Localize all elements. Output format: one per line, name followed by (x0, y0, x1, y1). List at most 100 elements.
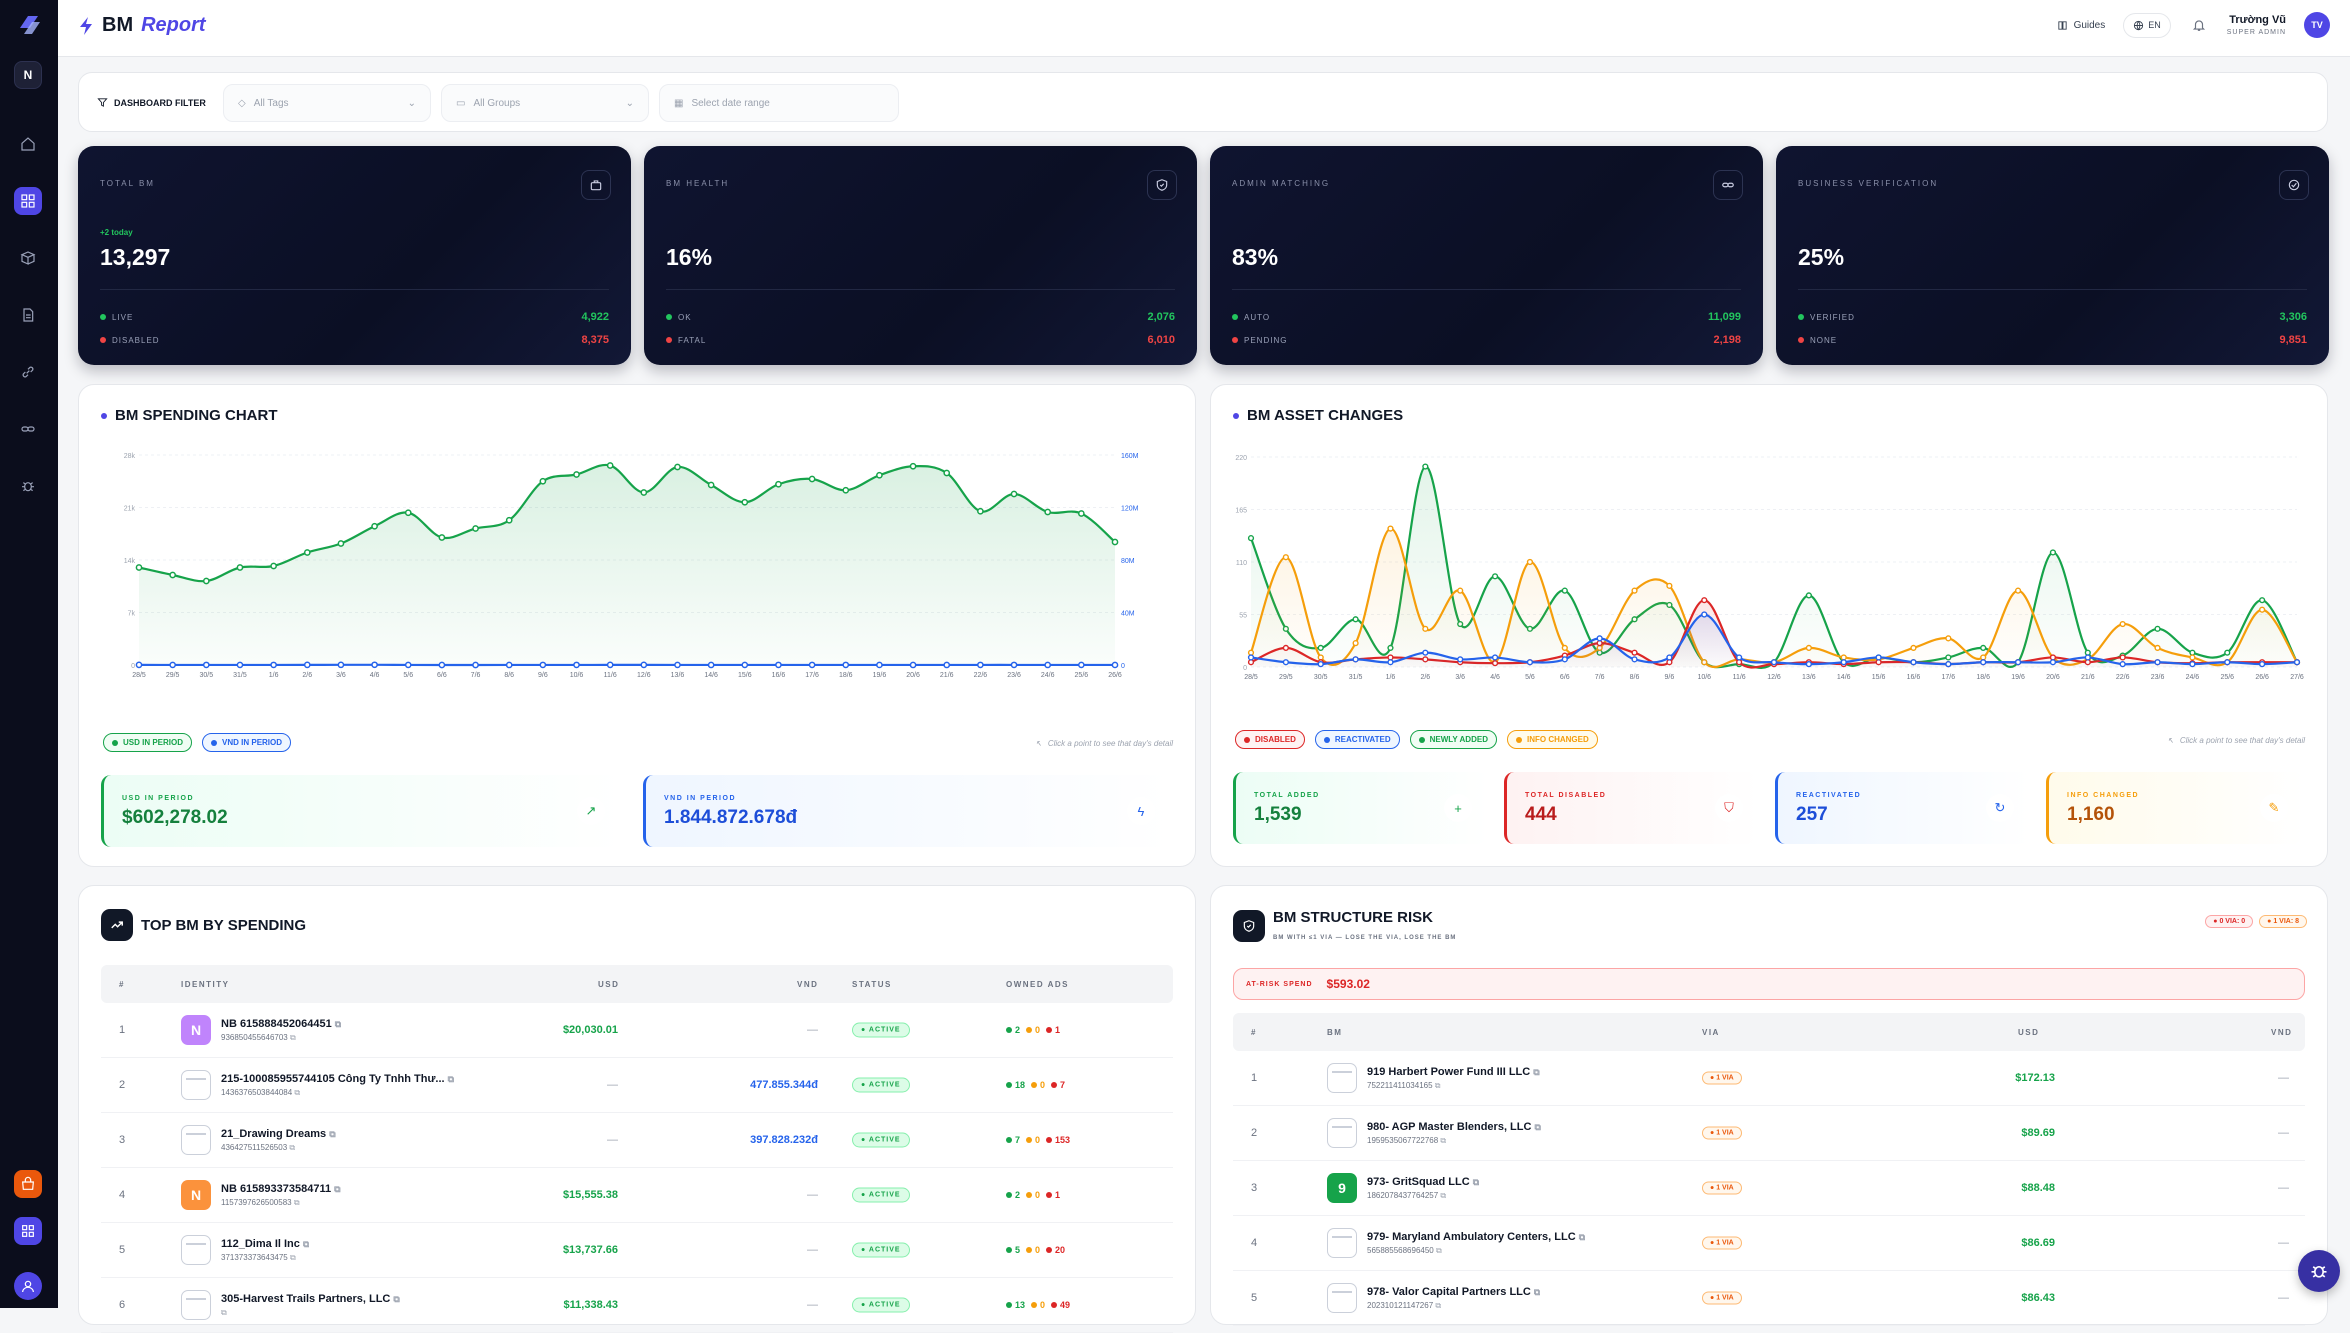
brand[interactable]: BM Report (78, 14, 206, 37)
table-row[interactable]: 1 N NB 615888452064451 ⧉ 936850455646703… (101, 1003, 1173, 1058)
status-badge: ● ACTIVE (852, 1298, 910, 1313)
info-changed-card[interactable]: INFO CHANGED 1,160 ✎ (2046, 772, 2304, 844)
copy-icon[interactable]: ⧉ (221, 1308, 227, 1317)
copy-icon[interactable]: ⧉ (1436, 1246, 1442, 1255)
guides-link[interactable]: Guides (2057, 20, 2106, 31)
copy-icon[interactable]: ⧉ (393, 1294, 399, 1304)
plus-icon: + (1444, 794, 1472, 822)
copy-icon[interactable]: ⧉ (334, 1184, 340, 1194)
legend-reactivated[interactable]: REACTIVATED (1315, 730, 1400, 749)
guides-label: Guides (2074, 20, 2106, 31)
date-range-picker[interactable]: ▦Select date range (659, 84, 899, 122)
top-bm-table: # IDENTITY USD VND STATUS OWNED ADS 1 N … (101, 965, 1173, 1325)
table-row[interactable]: 1 919 Harbert Power Fund III LLC ⧉ 75221… (1233, 1051, 2305, 1106)
table-row[interactable]: 3 21_Drawing Dreams ⧉ 436427511526503 ⧉ … (101, 1113, 1173, 1168)
reactivated-card[interactable]: REACTIVATED 257 ↻ (1775, 772, 2030, 844)
copy-icon[interactable]: ⧉ (1435, 1081, 1441, 1090)
table-row[interactable]: 5 978- Valor Capital Partners LLC ⧉ 2023… (1233, 1271, 2305, 1326)
table-row[interactable]: 2 980- AGP Master Blenders, LLC ⧉ 195953… (1233, 1106, 2305, 1161)
copy-icon[interactable]: ⧉ (1535, 1122, 1541, 1132)
owned-ads: 2 0 1 (1006, 1025, 1060, 1035)
copy-icon[interactable]: ⧉ (294, 1198, 300, 1207)
copy-icon[interactable]: ⧉ (448, 1074, 454, 1084)
copy-icon[interactable]: ⧉ (1579, 1232, 1585, 1242)
copy-icon[interactable]: ⧉ (303, 1239, 309, 1249)
table-row[interactable]: 3 9 973- GritSquad LLC ⧉ 186207843776425… (1233, 1161, 2305, 1216)
bell-icon[interactable] (2189, 15, 2209, 35)
row-number: 2 (119, 1079, 125, 1091)
table-row[interactable]: 4 N NB 615893373584711 ⧉ 115739762650058… (101, 1168, 1173, 1223)
profile-icon[interactable] (14, 1272, 42, 1300)
copy-icon[interactable]: ⧉ (329, 1129, 335, 1139)
briefcase-icon (581, 170, 611, 200)
identity-cell: 215-100085955744105 Công Ty Tnhh Thư... … (181, 1070, 454, 1100)
col-identity: IDENTITY (181, 980, 229, 989)
copy-icon[interactable]: ⧉ (335, 1019, 341, 1029)
vnd-cell: 477.855.344đ (750, 1079, 818, 1091)
copy-icon[interactable]: ⧉ (1533, 1067, 1539, 1077)
copy-icon[interactable]: ⧉ (1440, 1191, 1446, 1200)
status-text: ACTIVE (869, 1302, 901, 1309)
bug-report-button[interactable] (2298, 1250, 2340, 1292)
legend-disabled[interactable]: DISABLED (1235, 730, 1305, 749)
owned-pending: 0 (1035, 1135, 1040, 1145)
groups-select[interactable]: ▭All Groups⌄ (441, 84, 649, 122)
copy-icon[interactable]: ⧉ (1473, 1177, 1479, 1187)
table-row[interactable]: 6 305-Harvest Trails Partners, LLC ⧉ ⧉ $… (101, 1278, 1173, 1333)
owned-active: 5 (1015, 1245, 1020, 1255)
bm-name: 305-Harvest Trails Partners, LLC (221, 1293, 390, 1305)
app-logo-icon[interactable] (14, 12, 44, 38)
table-row[interactable]: 2 215-100085955744105 Công Ty Tnhh Thư..… (101, 1058, 1173, 1113)
usd-in-period-card[interactable]: USD IN PERIOD $602,278.02 ↗ (101, 775, 621, 847)
legend-info-changed[interactable]: INFO CHANGED (1507, 730, 1598, 749)
data-point (406, 662, 411, 667)
total-added-card[interactable]: TOTAL ADDED 1,539 + (1233, 772, 1488, 844)
data-point (1283, 660, 1288, 665)
workspace-switcher[interactable]: N (14, 61, 42, 89)
legend-newly-added[interactable]: NEWLY ADDED (1410, 730, 1497, 749)
apps-icon[interactable] (14, 1217, 42, 1245)
data-point (608, 463, 613, 468)
reactivated-label: REACTIVATED (1796, 792, 1861, 799)
copy-icon[interactable]: ⧉ (289, 1143, 295, 1152)
y-tick-left: 7k (128, 611, 136, 618)
box-icon[interactable] (14, 244, 42, 272)
x-tick: 23/6 (1007, 672, 1021, 679)
legend-usd[interactable]: USD IN PERIOD (103, 733, 192, 752)
info-changed-value: 1,160 (2067, 804, 2115, 826)
data-point (1353, 641, 1358, 646)
table-row[interactable]: 5 112_Dima Il Inc ⧉ 371373373643475 ⧉ $1… (101, 1223, 1173, 1278)
copy-icon[interactable]: ⧉ (294, 1088, 300, 1097)
copy-icon[interactable]: ⧉ (1435, 1301, 1441, 1310)
bm-id: 936850455646703 (221, 1033, 288, 1042)
usd-cell: $172.13 (2015, 1072, 2055, 1084)
data-point (1249, 655, 1254, 660)
store-icon[interactable] (14, 1170, 42, 1198)
vnd-in-period-card[interactable]: VND IN PERIOD 1.844.872.678đ ϟ (643, 775, 1171, 847)
language-selector[interactable]: EN (2123, 13, 2171, 38)
table-row[interactable]: 4 979- Maryland Ambulatory Centers, LLC … (1233, 1216, 2305, 1271)
data-point (944, 470, 949, 475)
copy-icon[interactable]: ⧉ (290, 1253, 296, 1262)
bug-icon[interactable] (14, 472, 42, 500)
chain-icon[interactable] (14, 415, 42, 443)
legend-vnd[interactable]: VND IN PERIOD (202, 733, 291, 752)
kpi-row-label: LIVE (112, 313, 133, 322)
dashboard-icon[interactable] (14, 187, 42, 215)
document-icon[interactable] (14, 301, 42, 329)
copy-icon[interactable]: ⧉ (1440, 1136, 1446, 1145)
home-icon[interactable] (14, 130, 42, 158)
tags-select[interactable]: ◇All Tags⌄ (223, 84, 431, 122)
copy-icon[interactable]: ⧉ (1534, 1287, 1540, 1297)
copy-icon[interactable]: ⧉ (290, 1033, 296, 1042)
link-icon[interactable] (14, 358, 42, 386)
total-disabled-card[interactable]: TOTAL DISABLED 444 ⛉ (1504, 772, 1759, 844)
avatar[interactable]: TV (2304, 12, 2330, 38)
user-info[interactable]: Trường Vũ SUPER ADMIN (2227, 13, 2286, 36)
